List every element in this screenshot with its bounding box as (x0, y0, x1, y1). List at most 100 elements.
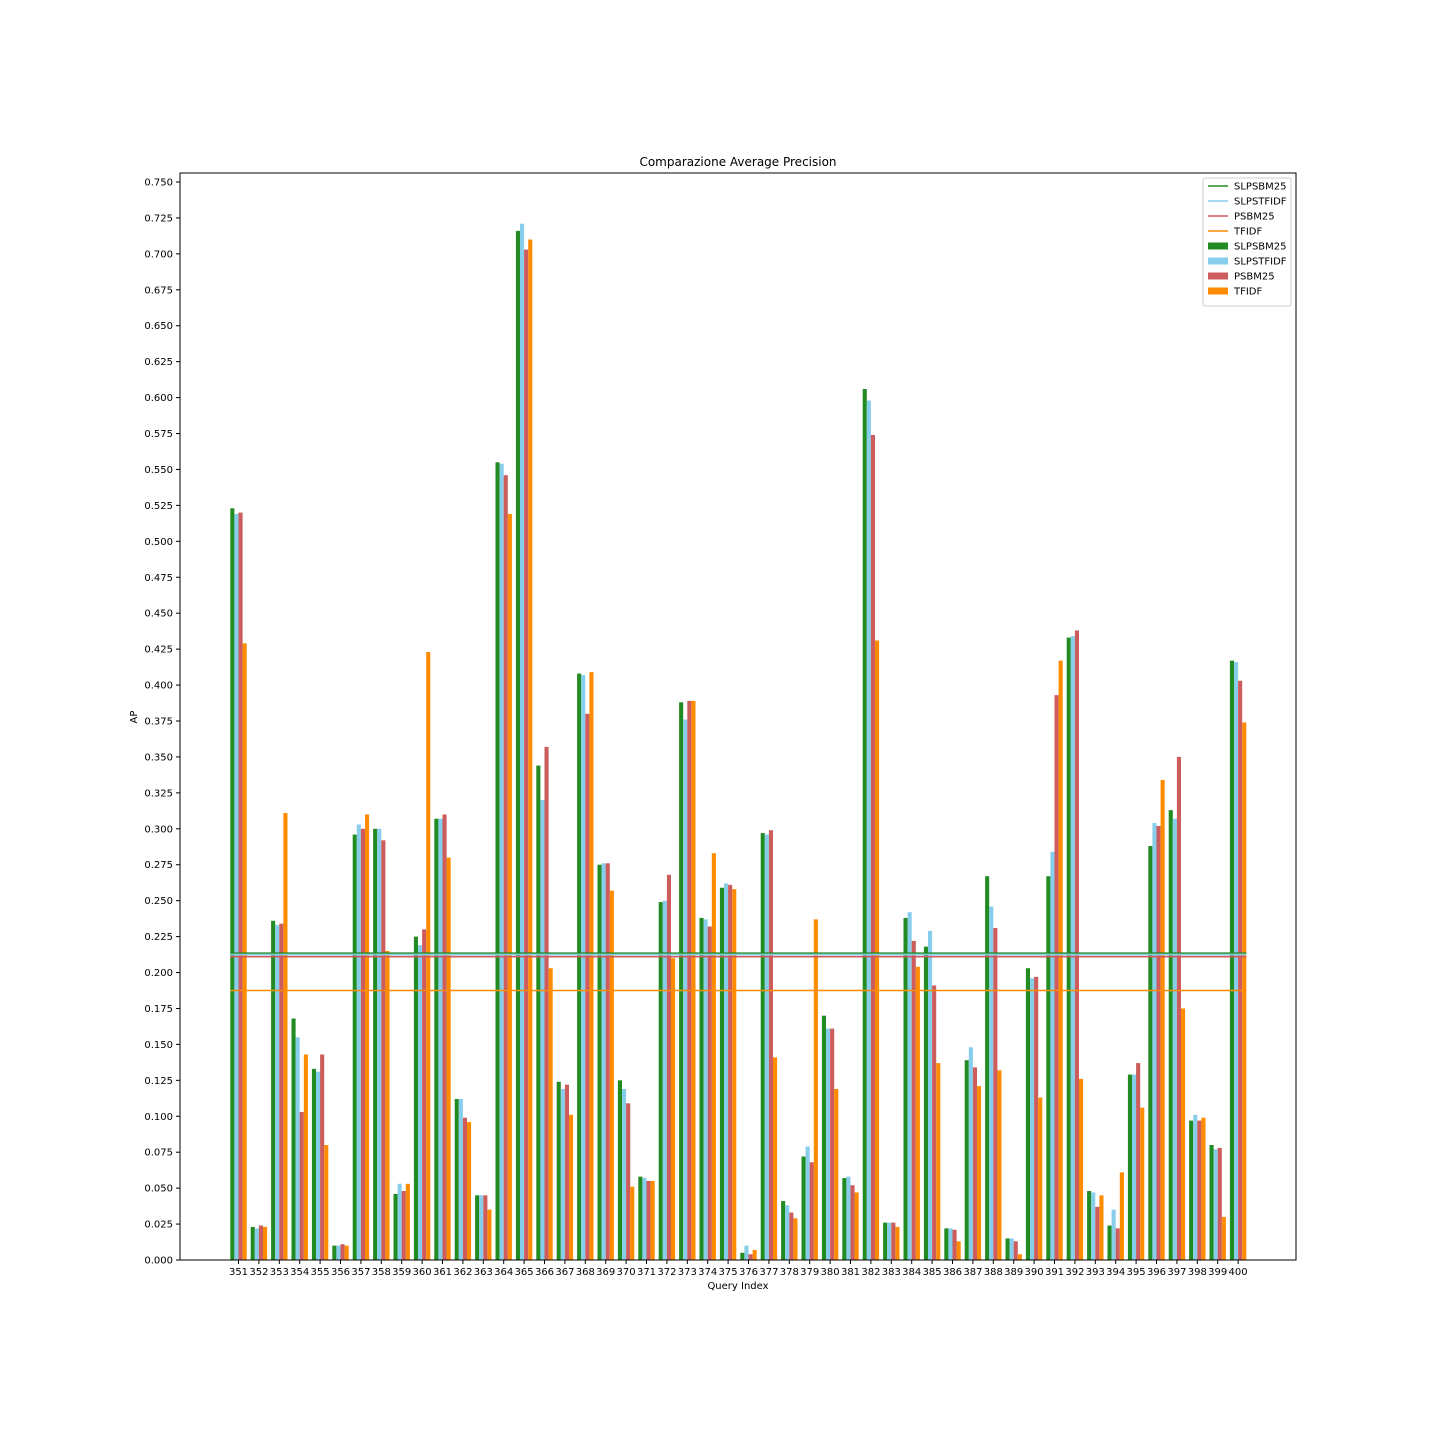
y-tick-label: 0.275 (144, 860, 173, 871)
bar-psbm25-356 (340, 1244, 345, 1260)
x-tick-label: 354 (290, 1267, 309, 1278)
legend-bar-label: SLPSBM25 (1234, 242, 1287, 253)
bar-slpsbm25-389 (1005, 1238, 1010, 1260)
x-tick-label: 376 (739, 1267, 758, 1278)
bar-slpstfidf-355 (316, 1071, 321, 1260)
bar-tfidf-361 (446, 857, 451, 1260)
x-tick-label: 389 (1004, 1267, 1023, 1278)
y-tick-label: 0.475 (144, 573, 173, 584)
bar-tfidf-386 (956, 1241, 961, 1260)
bar-psbm25-355 (320, 1054, 325, 1260)
legend-bar-swatch (1208, 272, 1228, 280)
y-tick-label: 0.575 (144, 429, 173, 440)
bar-psbm25-372 (666, 874, 671, 1260)
bar-tfidf-381 (854, 1192, 859, 1260)
bar-slpstfidf-397 (1172, 818, 1177, 1260)
bar-slpstfidf-378 (785, 1205, 790, 1260)
x-tick-label: 392 (1065, 1267, 1084, 1278)
x-tick-label: 362 (453, 1267, 472, 1278)
bar-slpstfidf-387 (968, 1047, 973, 1260)
bar-slpstfidf-369 (601, 863, 606, 1260)
x-tick-label: 355 (311, 1267, 330, 1278)
bar-slpstfidf-353 (275, 925, 280, 1260)
bar-tfidf-380 (834, 1088, 839, 1260)
bar-slpstfidf-376 (744, 1245, 749, 1260)
y-tick-label: 0.325 (144, 788, 173, 799)
bar-slpsbm25-356 (332, 1245, 337, 1260)
y-tick-label: 0.250 (144, 896, 173, 907)
bar-psbm25-399 (1217, 1147, 1222, 1260)
bar-slpstfidf-368 (581, 675, 586, 1260)
x-tick-label: 396 (1147, 1267, 1166, 1278)
bar-psbm25-358 (381, 840, 386, 1260)
bar-slpstfidf-371 (642, 1178, 647, 1260)
x-tick-label: 367 (555, 1267, 574, 1278)
bar-tfidf-368 (589, 672, 594, 1260)
bar-tfidf-357 (365, 814, 370, 1260)
bar-slpstfidf-360 (418, 945, 423, 1260)
bar-slpsbm25-387 (964, 1060, 969, 1260)
bar-tfidf-395 (1140, 1107, 1145, 1260)
bar-slpsbm25-353 (271, 920, 276, 1260)
bar-tfidf-391 (1058, 660, 1063, 1260)
bar-slpsbm25-380 (821, 1015, 826, 1260)
bar-slpstfidf-354 (295, 1037, 300, 1260)
y-tick-label: 0.375 (144, 717, 173, 728)
bar-slpsbm25-360 (413, 936, 418, 1260)
bar-tfidf-396 (1160, 779, 1165, 1260)
bar-slpstfidf-357 (356, 824, 361, 1260)
x-tick-label: 368 (576, 1267, 595, 1278)
x-tick-label: 398 (1188, 1267, 1207, 1278)
y-tick-label: 0.725 (144, 213, 173, 224)
bar-slpstfidf-385 (928, 930, 933, 1260)
bar-psbm25-368 (585, 713, 590, 1260)
bar-slpsbm25-373 (679, 702, 684, 1260)
bar-tfidf-377 (773, 1057, 778, 1260)
bar-psbm25-371 (646, 1180, 651, 1260)
x-tick-label: 388 (984, 1267, 1003, 1278)
bar-psbm25-374 (707, 926, 712, 1260)
bar-slpsbm25-397 (1168, 810, 1173, 1260)
bar-tfidf-366 (548, 968, 553, 1260)
bar-slpsbm25-382 (862, 388, 867, 1261)
bar-slpsbm25-390 (1025, 968, 1030, 1260)
y-axis: 0.000 0.025 0.050 0.075 0.100 0.125 0.150 0.175… (144, 178, 180, 1267)
bar-tfidf-358 (385, 950, 390, 1260)
bar-slpsbm25-367 (556, 1081, 561, 1260)
bar-slpstfidf-388 (989, 906, 994, 1260)
bar-tfidf-383 (895, 1226, 900, 1260)
bar-slpsbm25-358 (373, 828, 378, 1260)
bar-slpsbm25-374 (699, 917, 704, 1260)
bar-slpsbm25-379 (801, 1156, 806, 1260)
bar-slpstfidf-384 (907, 912, 912, 1260)
bars-layer (230, 223, 1247, 1261)
bar-slpsbm25-366 (536, 765, 541, 1260)
legend-bar-label: PSBM25 (1234, 272, 1275, 283)
bar-slpsbm25-383 (883, 1222, 888, 1260)
bar-psbm25-388 (993, 927, 998, 1260)
bar-slpstfidf-398 (1193, 1114, 1198, 1260)
x-tick-label: 390 (1025, 1267, 1044, 1278)
bar-psbm25-359 (401, 1191, 406, 1260)
bar-slpstfidf-374 (703, 919, 708, 1260)
bar-tfidf-390 (1038, 1097, 1043, 1260)
x-tick-label: 357 (351, 1267, 370, 1278)
bar-psbm25-353 (279, 923, 284, 1260)
bar-psbm25-392 (1074, 630, 1079, 1260)
bar-slpstfidf-386 (948, 1228, 953, 1260)
bar-tfidf-367 (569, 1114, 574, 1260)
y-tick-label: 0.175 (144, 1004, 173, 1015)
bar-slpsbm25-363 (475, 1195, 480, 1260)
y-tick-label: 0.000 (144, 1256, 173, 1267)
x-tick-label: 361 (433, 1267, 452, 1278)
bar-slpstfidf-380 (826, 1028, 831, 1260)
bar-tfidf-379 (813, 919, 818, 1260)
bar-slpstfidf-391 (1050, 851, 1055, 1260)
legend-bar-label: SLPSTFIDF (1234, 257, 1287, 268)
x-tick-label: 374 (698, 1267, 717, 1278)
bar-psbm25-400 (1238, 680, 1243, 1260)
x-tick-label: 385 (923, 1267, 942, 1278)
x-tick-label: 383 (882, 1267, 901, 1278)
bar-psbm25-396 (1156, 825, 1161, 1260)
bar-tfidf-364 (507, 514, 512, 1260)
